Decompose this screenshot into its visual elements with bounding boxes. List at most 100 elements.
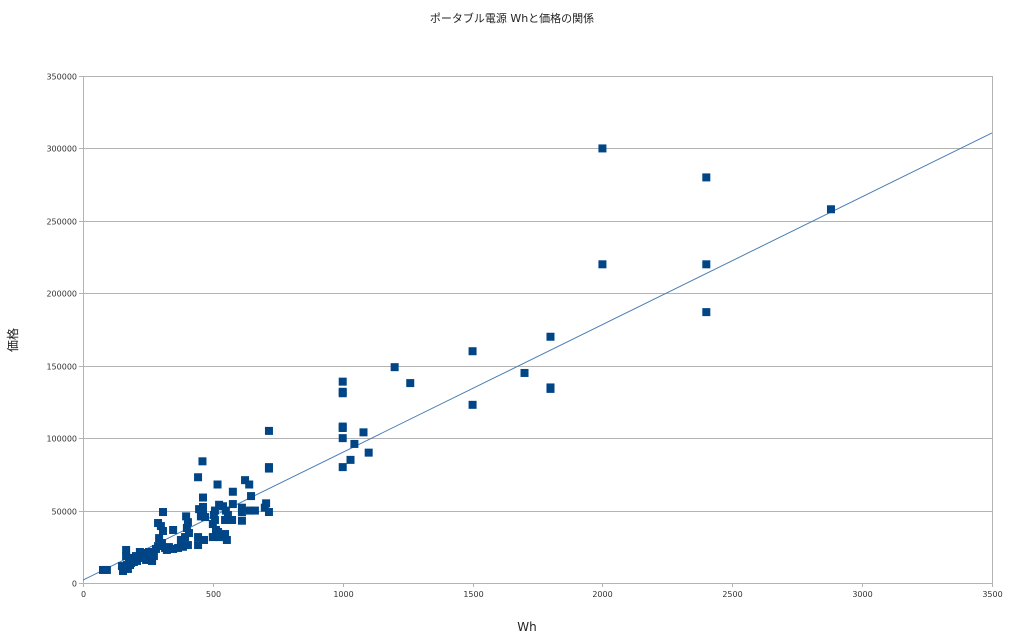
data-point — [237, 508, 246, 517]
y-tick-label: 50000 — [52, 508, 77, 517]
data-point — [262, 499, 271, 508]
data-point — [247, 492, 256, 501]
data-point — [196, 512, 205, 521]
axes — [79, 76, 993, 587]
data-point — [198, 493, 207, 502]
data-point — [208, 533, 217, 542]
data-point — [237, 503, 246, 512]
data-point — [702, 260, 711, 269]
trendline-layer — [82, 132, 993, 581]
gridlines — [83, 76, 992, 512]
data-point — [215, 533, 224, 542]
data-point — [149, 552, 158, 561]
data-point — [194, 533, 203, 542]
data-point — [209, 510, 218, 519]
data-point — [406, 379, 415, 388]
y-tick-label: 150000 — [46, 363, 77, 372]
data-point — [598, 260, 607, 269]
data-point — [164, 543, 173, 552]
data-point — [155, 534, 164, 543]
data-point — [102, 565, 111, 574]
data-point — [169, 544, 178, 553]
data-points — [98, 144, 835, 575]
data-point — [222, 535, 231, 544]
data-point — [178, 542, 187, 551]
y-tick-label: 350000 — [46, 73, 77, 82]
data-point — [221, 506, 230, 515]
data-point — [157, 539, 166, 548]
data-point — [237, 516, 246, 525]
data-point — [350, 439, 359, 448]
data-point — [174, 543, 183, 552]
data-point — [213, 480, 222, 489]
data-point — [181, 533, 190, 542]
y-tick-label: 0 — [72, 580, 77, 589]
data-point — [241, 476, 250, 485]
data-point — [390, 363, 399, 372]
data-point — [182, 523, 191, 532]
y-tick-label: 250000 — [46, 218, 77, 227]
data-point — [200, 535, 209, 544]
data-point — [338, 463, 347, 472]
data-point — [214, 528, 223, 537]
data-point — [182, 512, 191, 521]
data-point — [338, 377, 347, 386]
data-point — [184, 529, 193, 538]
data-point — [702, 308, 711, 317]
y-tick-label: 300000 — [46, 145, 77, 154]
data-point — [148, 556, 157, 565]
data-point — [264, 426, 273, 435]
y-tick-label: 100000 — [46, 435, 77, 444]
data-point — [468, 400, 477, 409]
data-point — [198, 502, 207, 511]
data-point — [194, 473, 203, 482]
x-tick-label: 2500 — [722, 590, 742, 599]
data-point — [826, 205, 835, 214]
data-point — [264, 464, 273, 473]
trendline — [82, 132, 993, 581]
data-point — [210, 506, 219, 515]
data-point — [221, 515, 230, 524]
y-tick-label: 200000 — [46, 290, 77, 299]
data-point — [210, 515, 219, 524]
data-point — [364, 448, 373, 457]
data-point — [520, 368, 529, 377]
x-tick-label: 0 — [81, 590, 86, 599]
data-point — [245, 506, 254, 515]
data-point — [201, 513, 210, 522]
data-point — [183, 541, 192, 550]
data-point — [228, 487, 237, 496]
data-point — [250, 506, 259, 515]
y-axis-label: 価格 — [5, 328, 20, 352]
data-point — [176, 535, 185, 544]
data-point — [223, 510, 232, 519]
data-point — [346, 455, 355, 464]
data-point — [156, 522, 165, 531]
data-point — [221, 530, 230, 539]
data-point — [546, 332, 555, 341]
data-point — [198, 457, 207, 466]
data-point — [228, 515, 237, 524]
tick-labels: 0 50000 100000 150000 200000 250000 300000 3500… — [46, 73, 1002, 600]
data-point — [338, 389, 347, 398]
data-point — [198, 508, 207, 517]
chart-title: ポータブル電源 Whと価格の関係 — [430, 11, 594, 25]
x-tick-label: 3000 — [852, 590, 872, 599]
data-point — [124, 554, 133, 563]
data-point — [264, 508, 273, 517]
x-axis-label: Wh — [517, 620, 536, 634]
data-point — [183, 518, 192, 527]
data-point — [158, 526, 167, 535]
x-tick-label: 500 — [206, 590, 221, 599]
x-tick-label: 2000 — [592, 590, 612, 599]
data-point — [546, 384, 555, 393]
x-tick-label: 1500 — [463, 590, 483, 599]
data-point — [338, 424, 347, 433]
data-point — [338, 434, 347, 443]
data-point — [135, 548, 144, 557]
x-tick-label: 1000 — [333, 590, 353, 599]
data-point — [158, 508, 167, 517]
data-point — [245, 480, 254, 489]
data-point — [122, 545, 131, 554]
